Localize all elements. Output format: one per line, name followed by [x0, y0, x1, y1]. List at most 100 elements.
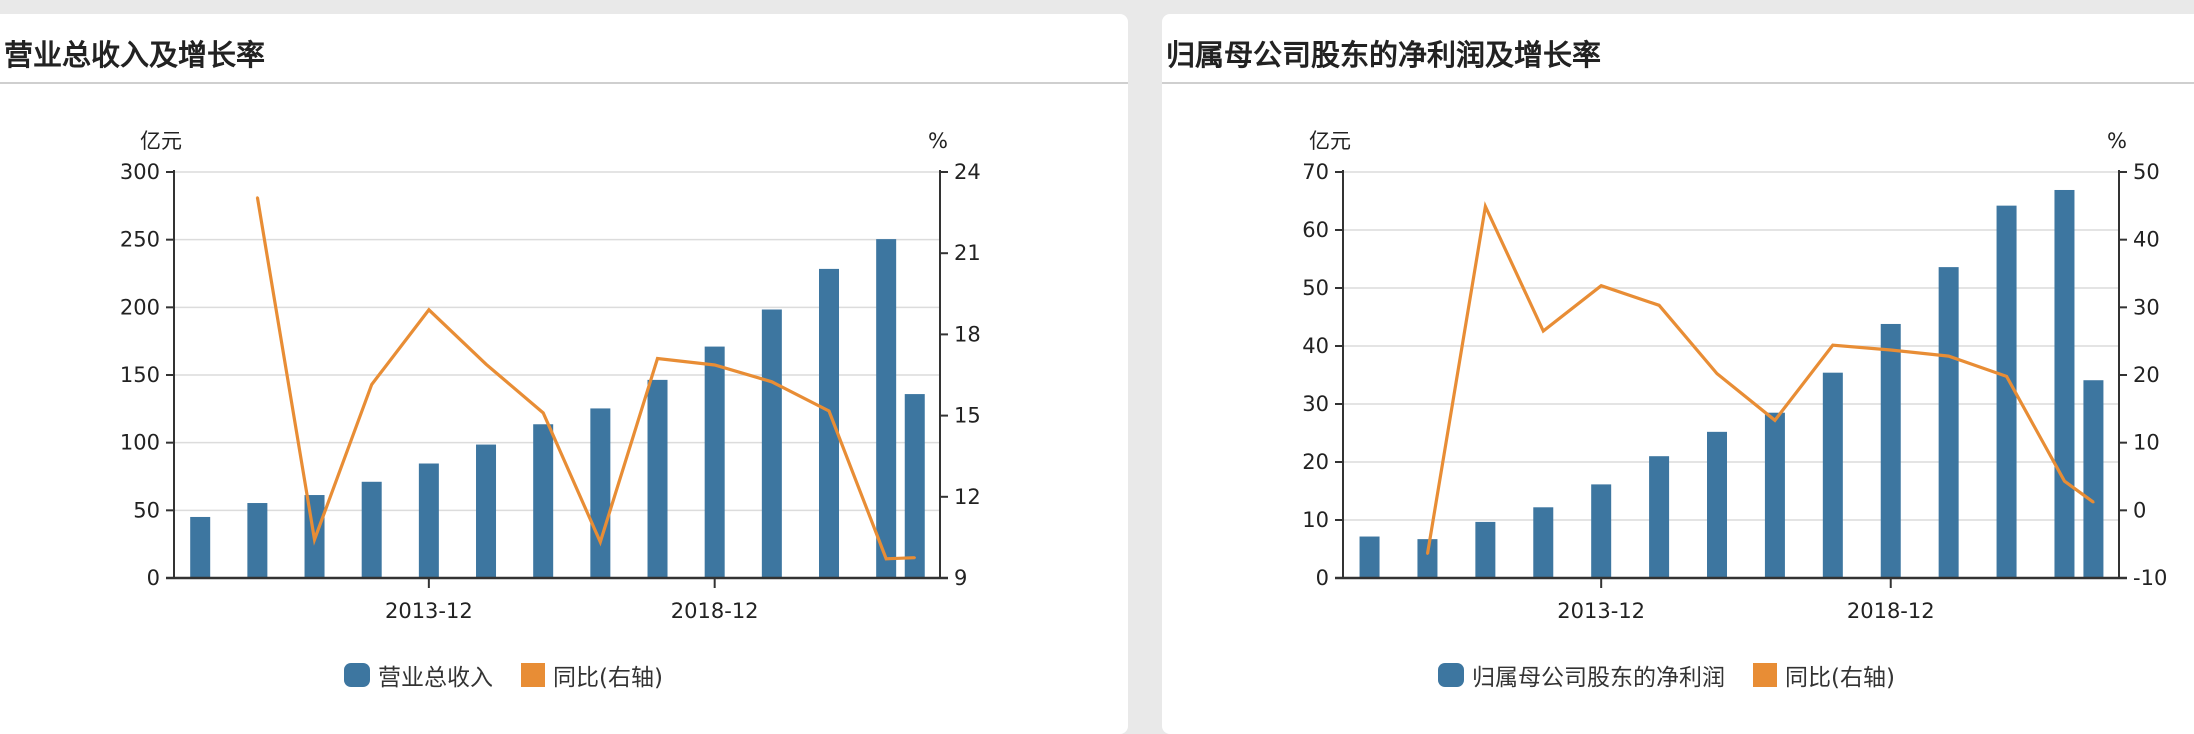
yoy-point: [770, 380, 774, 383]
yoy-point: [427, 308, 431, 311]
y-right-unit: %: [928, 129, 948, 153]
bar: [2054, 189, 2075, 579]
panel-title: 归属母公司股东的净利润及增长率: [1166, 38, 1602, 72]
yoy-point: [541, 411, 545, 415]
y-right-tick-label: 0: [2133, 498, 2146, 522]
y-left-unit: 亿元: [1309, 129, 1351, 153]
yoy-point: [1889, 348, 1892, 352]
bar: [704, 346, 725, 578]
y-left-tick-label: 0: [1316, 566, 1329, 590]
yoy-point: [656, 357, 659, 360]
legend-label: 营业总收入: [378, 665, 493, 691]
yoy-point: [256, 196, 259, 199]
y-right-tick-label: 15: [954, 404, 981, 428]
bar-swatch: [344, 663, 370, 687]
bar: [1880, 323, 1901, 578]
line-swatch: [1753, 663, 1777, 687]
y-left-tick-label: 40: [1302, 334, 1329, 358]
legend-item-yoy[interactable]: 同比(右轴): [521, 658, 663, 692]
yoy-point: [1715, 372, 1719, 375]
y-right-unit: %: [2107, 129, 2127, 153]
y-left-tick-label: 150: [120, 363, 160, 387]
y-left-tick-label: 250: [120, 228, 160, 252]
net-profit-chart: 0 10 20 30 40 50 60 70 -10 0 10 20 30 40 50 亿元 % 2013-12 2…: [1302, 129, 2167, 623]
y-right-tick-label: -10: [2133, 566, 2167, 590]
yoy-point: [1657, 304, 1661, 307]
yoy-point: [2092, 501, 2095, 504]
legend-item-revenue[interactable]: 营业总收入: [344, 658, 493, 692]
yoy-point: [313, 538, 316, 541]
yoy-point: [370, 383, 373, 386]
bar-swatch: [1438, 663, 1464, 687]
legend: 营业总收入 同比(右轴): [344, 658, 691, 692]
bar: [1649, 456, 1670, 578]
legend-label: 同比(右轴): [553, 665, 663, 691]
bar: [2083, 380, 2104, 578]
bar: [190, 516, 211, 578]
revenue-chart: 0 50 100 150 200 250 300 9 12 15 18 21 24 亿元 % 2013-12 2…: [120, 129, 981, 623]
yoy-point: [599, 540, 602, 544]
yoy-point: [1773, 419, 1777, 422]
yoy-point: [913, 556, 916, 559]
yoy-point: [884, 557, 888, 560]
bar: [1996, 205, 2017, 578]
yoy-point: [1947, 354, 1950, 358]
bar: [418, 463, 439, 578]
y-right-tick-label: 10: [2133, 431, 2160, 455]
legend-label: 归属母公司股东的净利润: [1472, 665, 1725, 691]
yoy-point: [1542, 329, 1545, 333]
bar: [904, 394, 925, 578]
yoy-point: [1484, 205, 1487, 208]
bar: [1822, 372, 1843, 578]
y-left-tick-label: 300: [120, 160, 160, 184]
bar: [590, 408, 611, 578]
x-tick-label: 2018-12: [671, 599, 759, 623]
bar: [476, 444, 497, 578]
y-right-tick-label: 12: [954, 485, 981, 509]
y-left-tick-label: 70: [1302, 160, 1329, 184]
legend-item-net-profit[interactable]: 归属母公司股东的净利润: [1438, 658, 1725, 692]
bar: [761, 309, 782, 578]
yoy-point: [1831, 344, 1835, 347]
y-right-tick-label: 40: [2133, 228, 2160, 252]
bar: [876, 239, 897, 578]
y-left-tick-label: 20: [1302, 450, 1329, 474]
x-tick-label: 2013-12: [385, 599, 473, 623]
panel-title: 营业总收入及增长率: [4, 38, 266, 72]
y-right-tick-label: 9: [954, 566, 967, 590]
bar: [1938, 267, 1959, 578]
bar: [1359, 536, 1380, 578]
y-right-tick-label: 20: [2133, 363, 2160, 387]
bar: [247, 503, 268, 578]
legend-label: 同比(右轴): [1785, 665, 1895, 691]
yoy-point: [484, 362, 488, 366]
y-left-tick-label: 0: [147, 566, 160, 590]
y-left-tick-label: 200: [120, 295, 160, 319]
yoy-point: [713, 363, 716, 367]
legend: 归属母公司股东的净利润 同比(右轴): [1438, 658, 1923, 692]
bar: [1707, 431, 1728, 578]
yoy-point: [1426, 552, 1429, 555]
y-right-tick-label: 21: [954, 241, 981, 265]
legend-item-yoy[interactable]: 同比(右轴): [1753, 658, 1895, 692]
bar: [1417, 539, 1438, 578]
y-left-tick-label: 50: [1302, 276, 1329, 300]
yoy-point: [827, 409, 831, 413]
bar: [1533, 507, 1554, 578]
y-left-tick-label: 50: [133, 498, 160, 522]
y-right-tick-label: 18: [954, 322, 981, 346]
y-right-tick-label: 24: [954, 160, 981, 184]
bar: [647, 379, 668, 578]
y-right-tick-label: 50: [2133, 160, 2160, 184]
line-swatch: [521, 663, 545, 687]
y-left-tick-label: 10: [1302, 508, 1329, 532]
y-left-tick-label: 100: [120, 431, 160, 455]
x-tick-label: 2018-12: [1847, 599, 1935, 623]
yoy-point: [1599, 284, 1603, 287]
bar: [819, 268, 840, 578]
y-right-tick-label: 30: [2133, 295, 2160, 319]
y-left-tick-label: 60: [1302, 218, 1329, 242]
revenue-panel: 营业总收入及增长率 0 50 100 150 200 250 300 9 12 15 18 21 24 亿…: [0, 14, 1128, 734]
yoy-line: [1425, 201, 2095, 555]
bar: [1764, 412, 1785, 578]
